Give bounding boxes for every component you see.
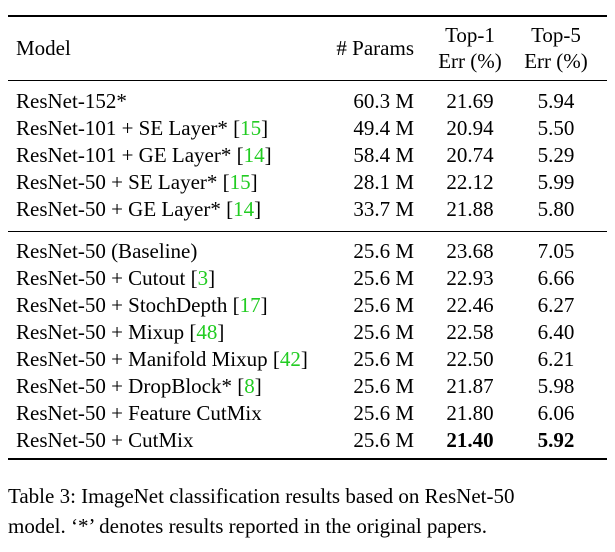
model-name-cell: ResNet-50 + CutMix bbox=[16, 428, 194, 452]
top5-error-cell: 6.06 bbox=[537, 401, 575, 425]
top1-error-cell: 20.94 bbox=[446, 116, 494, 140]
top1-error-cell: 22.58 bbox=[446, 320, 494, 344]
citation-link[interactable]: 14 bbox=[243, 143, 265, 167]
params-cell: 58.4 M bbox=[353, 143, 414, 167]
model-name-cell: ResNet-152* bbox=[16, 89, 127, 113]
top5-error-cell: 5.92 bbox=[537, 428, 575, 452]
top5-error-cell: 5.94 bbox=[537, 89, 575, 113]
top5-error-cell: 6.66 bbox=[537, 266, 575, 290]
caption-line-2: model. ‘*’ denotes results reported in t… bbox=[8, 514, 487, 538]
model-name: ResNet-152* bbox=[16, 89, 127, 113]
top1-error-cell: 22.46 bbox=[446, 293, 494, 317]
top1-error-cell: 23.68 bbox=[446, 239, 494, 263]
model-name: ResNet-101 + SE Layer* bbox=[16, 116, 228, 140]
caption-line-1: Table 3: ImageNet classification results… bbox=[8, 484, 515, 508]
top1-error-cell: 22.12 bbox=[446, 170, 494, 194]
model-name-cell: ResNet-50 + DropBlock* [8] bbox=[16, 374, 262, 398]
model-name-cell: ResNet-50 + Cutout [3] bbox=[16, 266, 216, 290]
params-cell: 25.6 M bbox=[353, 293, 414, 317]
model-name: ResNet-101 + GE Layer* bbox=[16, 143, 232, 167]
top5-error-cell: 5.98 bbox=[537, 374, 575, 398]
header-top5-line2: Err (%) bbox=[524, 49, 588, 73]
model-name: ResNet-50 + SE Layer* bbox=[16, 170, 218, 194]
citation-link[interactable]: 15 bbox=[240, 116, 262, 140]
params-cell: 25.6 M bbox=[353, 374, 414, 398]
top5-error-cell: 7.05 bbox=[537, 239, 575, 263]
top1-error-cell: 21.69 bbox=[446, 89, 494, 113]
params-cell: 25.6 M bbox=[353, 428, 414, 452]
top5-error-cell: 5.99 bbox=[537, 170, 575, 194]
top5-error-cell: 6.21 bbox=[537, 347, 575, 371]
citation-link[interactable]: 15 bbox=[229, 170, 251, 194]
params-cell: 28.1 M bbox=[353, 170, 414, 194]
model-name: ResNet-50 + Feature CutMix bbox=[16, 401, 262, 425]
top-rule bbox=[8, 15, 607, 17]
params-cell: 25.6 M bbox=[353, 347, 414, 371]
header-top1-line2: Err (%) bbox=[438, 49, 502, 73]
model-name-cell: ResNet-50 + Feature CutMix bbox=[16, 401, 262, 425]
header-model: Model bbox=[16, 36, 71, 60]
top5-error-cell: 5.80 bbox=[537, 197, 575, 221]
params-cell: 25.6 M bbox=[353, 320, 414, 344]
model-name-cell: ResNet-101 + GE Layer* [14] bbox=[16, 143, 272, 167]
model-name: ResNet-50 + StochDepth bbox=[16, 293, 228, 317]
table-caption: Table 3: ImageNet classification results… bbox=[8, 481, 608, 541]
model-name-cell: ResNet-101 + SE Layer* [15] bbox=[16, 116, 269, 140]
model-name: ResNet-50 + Manifold Mixup bbox=[16, 347, 268, 371]
top1-error-cell: 20.74 bbox=[446, 143, 494, 167]
model-name: ResNet-50 + Cutout bbox=[16, 266, 186, 290]
model-name: ResNet-50 + GE Layer* bbox=[16, 197, 221, 221]
header-params: # Params bbox=[336, 36, 414, 60]
citation-link[interactable]: 3 bbox=[197, 266, 209, 290]
top5-error-cell: 6.27 bbox=[537, 293, 575, 317]
top1-error-cell: 22.93 bbox=[446, 266, 494, 290]
model-name-cell: ResNet-50 (Baseline) bbox=[16, 239, 197, 263]
model-name: ResNet-50 + CutMix bbox=[16, 428, 194, 452]
bottom-rule bbox=[8, 458, 607, 460]
top5-error-cell: 5.50 bbox=[537, 116, 575, 140]
header-rule bbox=[8, 80, 607, 81]
top1-error-cell: 21.88 bbox=[446, 197, 494, 221]
model-name: ResNet-50 + Mixup bbox=[16, 320, 185, 344]
top1-error-cell: 21.80 bbox=[446, 401, 494, 425]
params-cell: 33.7 M bbox=[353, 197, 414, 221]
model-name: ResNet-50 + DropBlock* bbox=[16, 374, 232, 398]
top1-error-cell: 21.40 bbox=[446, 428, 494, 452]
params-cell: 60.3 M bbox=[353, 89, 414, 113]
group-rule bbox=[8, 231, 607, 232]
citation-link[interactable]: 17 bbox=[239, 293, 261, 317]
top1-error-cell: 21.87 bbox=[446, 374, 494, 398]
params-cell: 25.6 M bbox=[353, 266, 414, 290]
citation-link[interactable]: 8 bbox=[244, 374, 255, 398]
model-name-cell: ResNet-50 + StochDepth [17] bbox=[16, 293, 268, 317]
params-cell: 25.6 M bbox=[353, 239, 414, 263]
model-name-cell: ResNet-50 + Manifold Mixup [42] bbox=[16, 347, 308, 371]
citation-link[interactable]: 48 bbox=[196, 320, 218, 344]
top1-error-cell: 22.50 bbox=[446, 347, 494, 371]
model-name-cell: ResNet-50 + SE Layer* [15] bbox=[16, 170, 258, 194]
header-top1-line1: Top-1 bbox=[445, 23, 495, 47]
model-name-cell: ResNet-50 + Mixup [48] bbox=[16, 320, 225, 344]
model-name-cell: ResNet-50 + GE Layer* [14] bbox=[16, 197, 262, 221]
citation-link[interactable]: 42 bbox=[279, 347, 301, 371]
model-name: ResNet-50 (Baseline) bbox=[16, 239, 198, 263]
params-cell: 25.6 M bbox=[353, 401, 414, 425]
top5-error-cell: 6.40 bbox=[537, 320, 575, 344]
header-top5-line1: Top-5 bbox=[531, 23, 581, 47]
top5-error-cell: 5.29 bbox=[537, 143, 575, 167]
params-cell: 49.4 M bbox=[353, 116, 414, 140]
citation-link[interactable]: 14 bbox=[233, 197, 255, 221]
